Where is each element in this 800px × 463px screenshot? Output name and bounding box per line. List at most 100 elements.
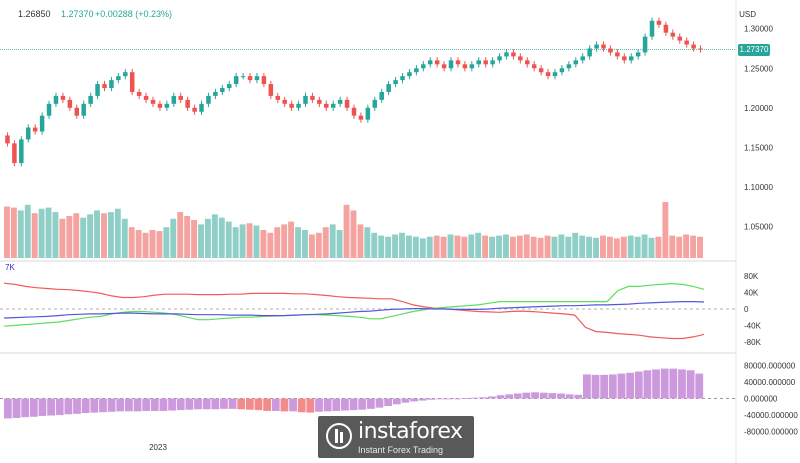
candle-body: [226, 84, 232, 89]
volume-bar: [412, 236, 419, 258]
histogram-axis-tick: 0.000000: [744, 395, 778, 404]
candle-body: [483, 60, 488, 65]
volume-bar: [239, 224, 246, 258]
histogram-bar: [583, 374, 591, 399]
histogram-bar: [617, 373, 626, 399]
volume-bar: [697, 236, 703, 258]
candle-body: [136, 91, 142, 96]
histogram-axis-tick: -40000.000000: [744, 411, 798, 420]
candle-body: [608, 48, 613, 53]
histogram-bar: [99, 398, 107, 413]
volume-bar: [669, 235, 676, 258]
volume-bar: [600, 235, 606, 258]
candle-body: [580, 56, 585, 61]
volume-bar: [392, 234, 399, 258]
histogram-bar: [168, 398, 176, 411]
histogram-bar: [695, 373, 704, 399]
histogram-bar: [531, 392, 539, 399]
candle-body: [150, 99, 156, 104]
volume-bar: [253, 225, 260, 258]
histogram-bar: [185, 398, 194, 410]
candle-body: [310, 95, 315, 100]
volume-bar: [184, 216, 191, 258]
indicator-axis-tick: 80K: [744, 272, 759, 281]
candle-body: [400, 76, 405, 81]
price-axis-tick: 1.10000: [744, 183, 773, 192]
watermark-tagline: Instant Forex Trading: [358, 445, 444, 455]
volume-bar: [114, 208, 121, 258]
histogram-bar: [513, 393, 522, 399]
histogram-bar: [470, 397, 479, 399]
candle-body: [670, 32, 676, 37]
volume-bar: [163, 227, 170, 258]
histogram-bar: [220, 398, 228, 409]
candle-body: [434, 60, 440, 65]
volume-bar: [24, 204, 31, 258]
candle-body: [698, 48, 703, 50]
volume-bar: [191, 219, 198, 258]
candle-body: [5, 135, 10, 144]
volume-bar: [482, 235, 489, 258]
watermark-logo: instaforex Instant Forex Trading: [318, 416, 474, 458]
volume-bar: [606, 236, 613, 258]
histogram-bar: [176, 398, 185, 411]
candle-body: [129, 72, 135, 92]
volume-bar: [378, 235, 385, 258]
candle-body: [545, 72, 551, 77]
volume-bar: [17, 210, 24, 258]
candle-body: [247, 76, 253, 81]
candle-body: [476, 60, 482, 65]
histogram-bar: [237, 398, 246, 410]
x-axis-tick: 2023: [149, 443, 167, 452]
volume-bar: [496, 235, 502, 258]
volume-bar: [288, 221, 295, 258]
candle-body: [171, 95, 177, 104]
currency-label: USD: [739, 10, 756, 19]
volume-bar: [66, 216, 73, 258]
histogram-bar: [116, 398, 125, 412]
candle-body: [594, 44, 599, 49]
volume-bar: [683, 234, 690, 258]
volume-bar: [281, 224, 288, 258]
histogram-bar: [124, 398, 133, 412]
volume-bar: [551, 236, 558, 258]
histogram-bar: [686, 370, 695, 399]
candle-body: [261, 76, 267, 85]
candle-body: [19, 139, 24, 164]
candle-body: [178, 95, 183, 100]
candle-body: [116, 76, 121, 81]
histogram-bar: [418, 398, 427, 401]
candle-body: [455, 60, 461, 65]
volume-bar: [10, 207, 17, 258]
volume-bar: [419, 238, 426, 258]
candle-body: [213, 91, 218, 96]
candle-body: [379, 91, 384, 100]
histogram-bar: [608, 374, 617, 399]
candle-body: [330, 103, 336, 108]
volume-bar: [204, 218, 211, 258]
candle-body: [393, 80, 398, 85]
series-line: [3, 301, 705, 319]
candle-body: [615, 52, 620, 57]
volume-bar: [371, 232, 378, 258]
histogram-bar: [401, 398, 410, 403]
volume-bar: [107, 212, 114, 258]
histogram-bar: [142, 398, 151, 411]
indicator-axis-tick: 0: [744, 305, 749, 314]
histogram-bar: [254, 398, 263, 411]
volume-bar: [634, 236, 641, 258]
volume-bar: [509, 236, 516, 258]
candle-body: [421, 64, 426, 69]
volume-bar: [322, 227, 329, 258]
volume-bar: [503, 234, 509, 258]
indicator-axis-tick: -80K: [744, 338, 762, 347]
candle-body: [622, 56, 627, 61]
histogram-bar: [315, 398, 323, 412]
histogram-bar: [479, 397, 488, 399]
volume-bar: [80, 217, 87, 258]
histogram-bar: [548, 393, 557, 399]
volume-bar: [308, 234, 315, 258]
candle-body: [344, 99, 350, 108]
candle-body: [192, 107, 197, 112]
volume-bar: [516, 235, 523, 258]
